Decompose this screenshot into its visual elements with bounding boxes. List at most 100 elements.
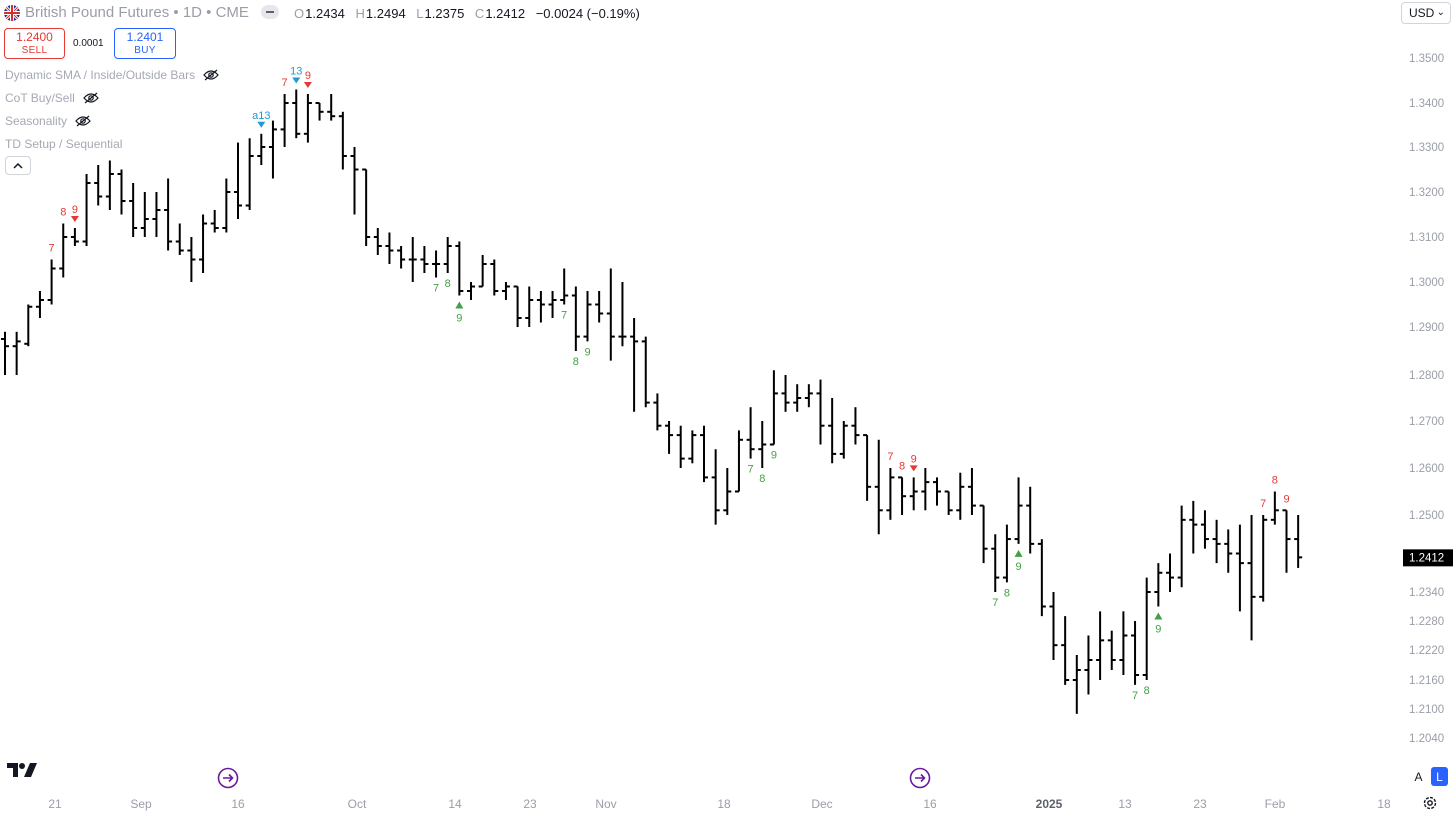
ohlc-bar (47, 259, 56, 305)
sell-button[interactable]: 1.2400 SELL (4, 28, 65, 59)
ohlc-bar (793, 384, 802, 412)
collapse-legend-button[interactable] (261, 5, 279, 19)
ohlc-bar (187, 237, 196, 282)
td-sell-count: 9 (1283, 493, 1289, 505)
ohlc-bar (408, 237, 417, 282)
high-key: H (355, 6, 365, 21)
y-axis-tick-label: 1.2500 (1409, 510, 1444, 522)
chevron-up-icon (13, 162, 23, 169)
ohlc-bar (455, 241, 464, 296)
ohlc-bar (746, 407, 755, 459)
ohlc-bar (432, 250, 441, 278)
buy-arrow-marker (1154, 612, 1163, 620)
indicator-td-sequential[interactable]: TD Setup / Sequential (5, 137, 122, 151)
ohlc-bar (327, 94, 336, 121)
buy-button[interactable]: 1.2401 BUY (114, 28, 176, 59)
ohlc-bar (315, 102, 324, 121)
ohlc-bar (1154, 563, 1163, 607)
indicator-cot[interactable]: CoT Buy/Sell (5, 91, 99, 105)
y-axis-tick-label: 1.3300 (1409, 142, 1444, 154)
ohlc-bar (979, 504, 988, 564)
ohlc-bar (1282, 509, 1291, 573)
y-axis-tick-label: 1.3400 (1409, 98, 1444, 110)
eye-crossed-icon[interactable] (83, 92, 99, 104)
ohlc-bar (1212, 519, 1221, 564)
ohlc-bar (1166, 553, 1174, 592)
ohlc-bar (478, 255, 487, 288)
indicator-label: Seasonality (5, 114, 68, 128)
ohlc-bar (373, 228, 382, 255)
ohlc-bar (1235, 524, 1244, 612)
goto-date-icon[interactable] (909, 767, 931, 789)
currency-select[interactable]: USD ⌄ (1401, 2, 1451, 24)
gear-icon[interactable] (1422, 795, 1438, 811)
ohlc-bar (956, 472, 965, 520)
sell-arrow-marker (303, 82, 312, 88)
ohlc-bar (804, 384, 813, 408)
td-buy-count: 8 (573, 356, 579, 368)
td-buy-count: 9 (584, 346, 590, 358)
close-key: C (474, 6, 485, 21)
ohlc-bar (944, 490, 953, 515)
x-axis-tick-label: 18 (1377, 797, 1391, 811)
ohlc-bar (991, 534, 1000, 592)
buy-arrow-marker (455, 301, 464, 309)
last-price-tag (1403, 549, 1453, 567)
ohlc-readout: O1.2434 H1.2494 L1.2375 C1.2412 −0.0024 … (294, 6, 647, 21)
ohlc-bar (59, 223, 68, 278)
ohlc-bar (1037, 539, 1046, 617)
td-sell-count: 9 (305, 70, 311, 82)
ohlc-bar (210, 210, 219, 233)
ohlc-bar (886, 468, 895, 520)
ohlc-bar (1084, 635, 1093, 695)
y-axis-tick-label: 1.3100 (1409, 232, 1444, 244)
countdown-arrow-marker (257, 121, 266, 128)
ohlc-bar (292, 89, 301, 139)
ohlc-bar (1119, 611, 1128, 675)
ohlc-bar (199, 214, 208, 273)
x-axis-tick-label: Oct (348, 797, 367, 811)
y-axis-tick-label: 1.2600 (1409, 463, 1444, 475)
ohlc-bar (851, 407, 860, 445)
ohlc-bar (24, 304, 33, 347)
sell-price: 1.2400 (16, 30, 53, 44)
log-scale-button[interactable]: L (1431, 767, 1448, 786)
x-axis-tick-label: 14 (448, 797, 462, 811)
ohlc-bar (94, 165, 103, 206)
goto-date-icon[interactable] (217, 767, 239, 789)
ohlc-bar (105, 160, 114, 210)
eye-crossed-icon[interactable] (203, 69, 219, 81)
tradingview-logo-icon[interactable] (7, 762, 37, 778)
low-value: 1.2375 (424, 6, 465, 21)
eye-crossed-icon[interactable] (75, 115, 91, 127)
td-buy-count: 8 (759, 473, 765, 485)
ohlc-bar (734, 430, 743, 493)
symbol-title[interactable]: British Pound Futures • 1D • CME (25, 4, 249, 21)
ohlc-bar (688, 430, 697, 464)
ohlc-bar (1131, 621, 1140, 685)
td-sell-count: 8 (899, 460, 905, 472)
td-buy-count: 7 (992, 597, 998, 609)
indicator-dynamic-sma[interactable]: Dynamic SMA / Inside/Outside Bars (5, 68, 219, 82)
ohlc-bar (723, 468, 732, 515)
ohlc-bar (338, 111, 347, 170)
ohlc-bar (467, 282, 475, 300)
indicator-seasonality[interactable]: Seasonality (5, 114, 91, 128)
ohlc-bar (1270, 491, 1279, 525)
td-countdown: a13 (252, 110, 270, 122)
y-axis-tick-label: 1.3500 (1409, 53, 1444, 65)
collapse-indicators-button[interactable] (5, 156, 31, 175)
ohlc-bar (571, 286, 580, 351)
sell-label: SELL (21, 45, 48, 56)
ohlc-bar (1002, 524, 1011, 583)
x-axis-tick-label: 18 (717, 797, 731, 811)
td-sell-count: 8 (1272, 475, 1278, 487)
currency-label: USD (1409, 6, 1435, 20)
td-buy-count: 7 (433, 283, 439, 295)
y-axis-tick-label: 1.2220 (1409, 645, 1444, 657)
auto-scale-button[interactable]: A (1414, 769, 1423, 784)
ohlc-bar (1049, 592, 1058, 660)
x-axis-tick-label: 23 (523, 797, 537, 811)
ohlc-bar (1189, 500, 1198, 554)
